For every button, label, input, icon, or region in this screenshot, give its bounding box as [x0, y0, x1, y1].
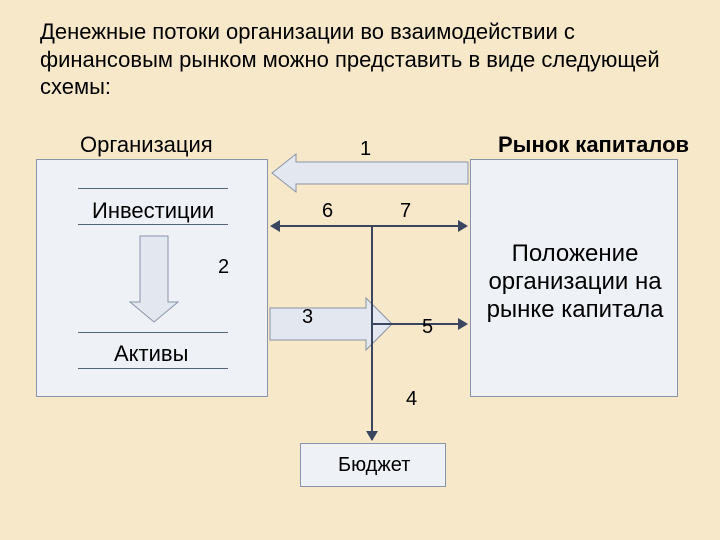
flow-number-2: 2: [218, 256, 229, 279]
flow-number-7: 7: [400, 200, 411, 223]
arrow-2: [130, 236, 178, 322]
flow-number-5: 5: [422, 316, 433, 339]
flow-number-6: 6: [322, 200, 333, 223]
flow-number-1: 1: [360, 138, 371, 161]
flow-number-3: 3: [302, 306, 313, 329]
arrow-7: [372, 220, 468, 232]
arrow-6: [270, 220, 372, 232]
arrows-layer: [0, 0, 720, 540]
flow-number-4: 4: [406, 388, 417, 411]
